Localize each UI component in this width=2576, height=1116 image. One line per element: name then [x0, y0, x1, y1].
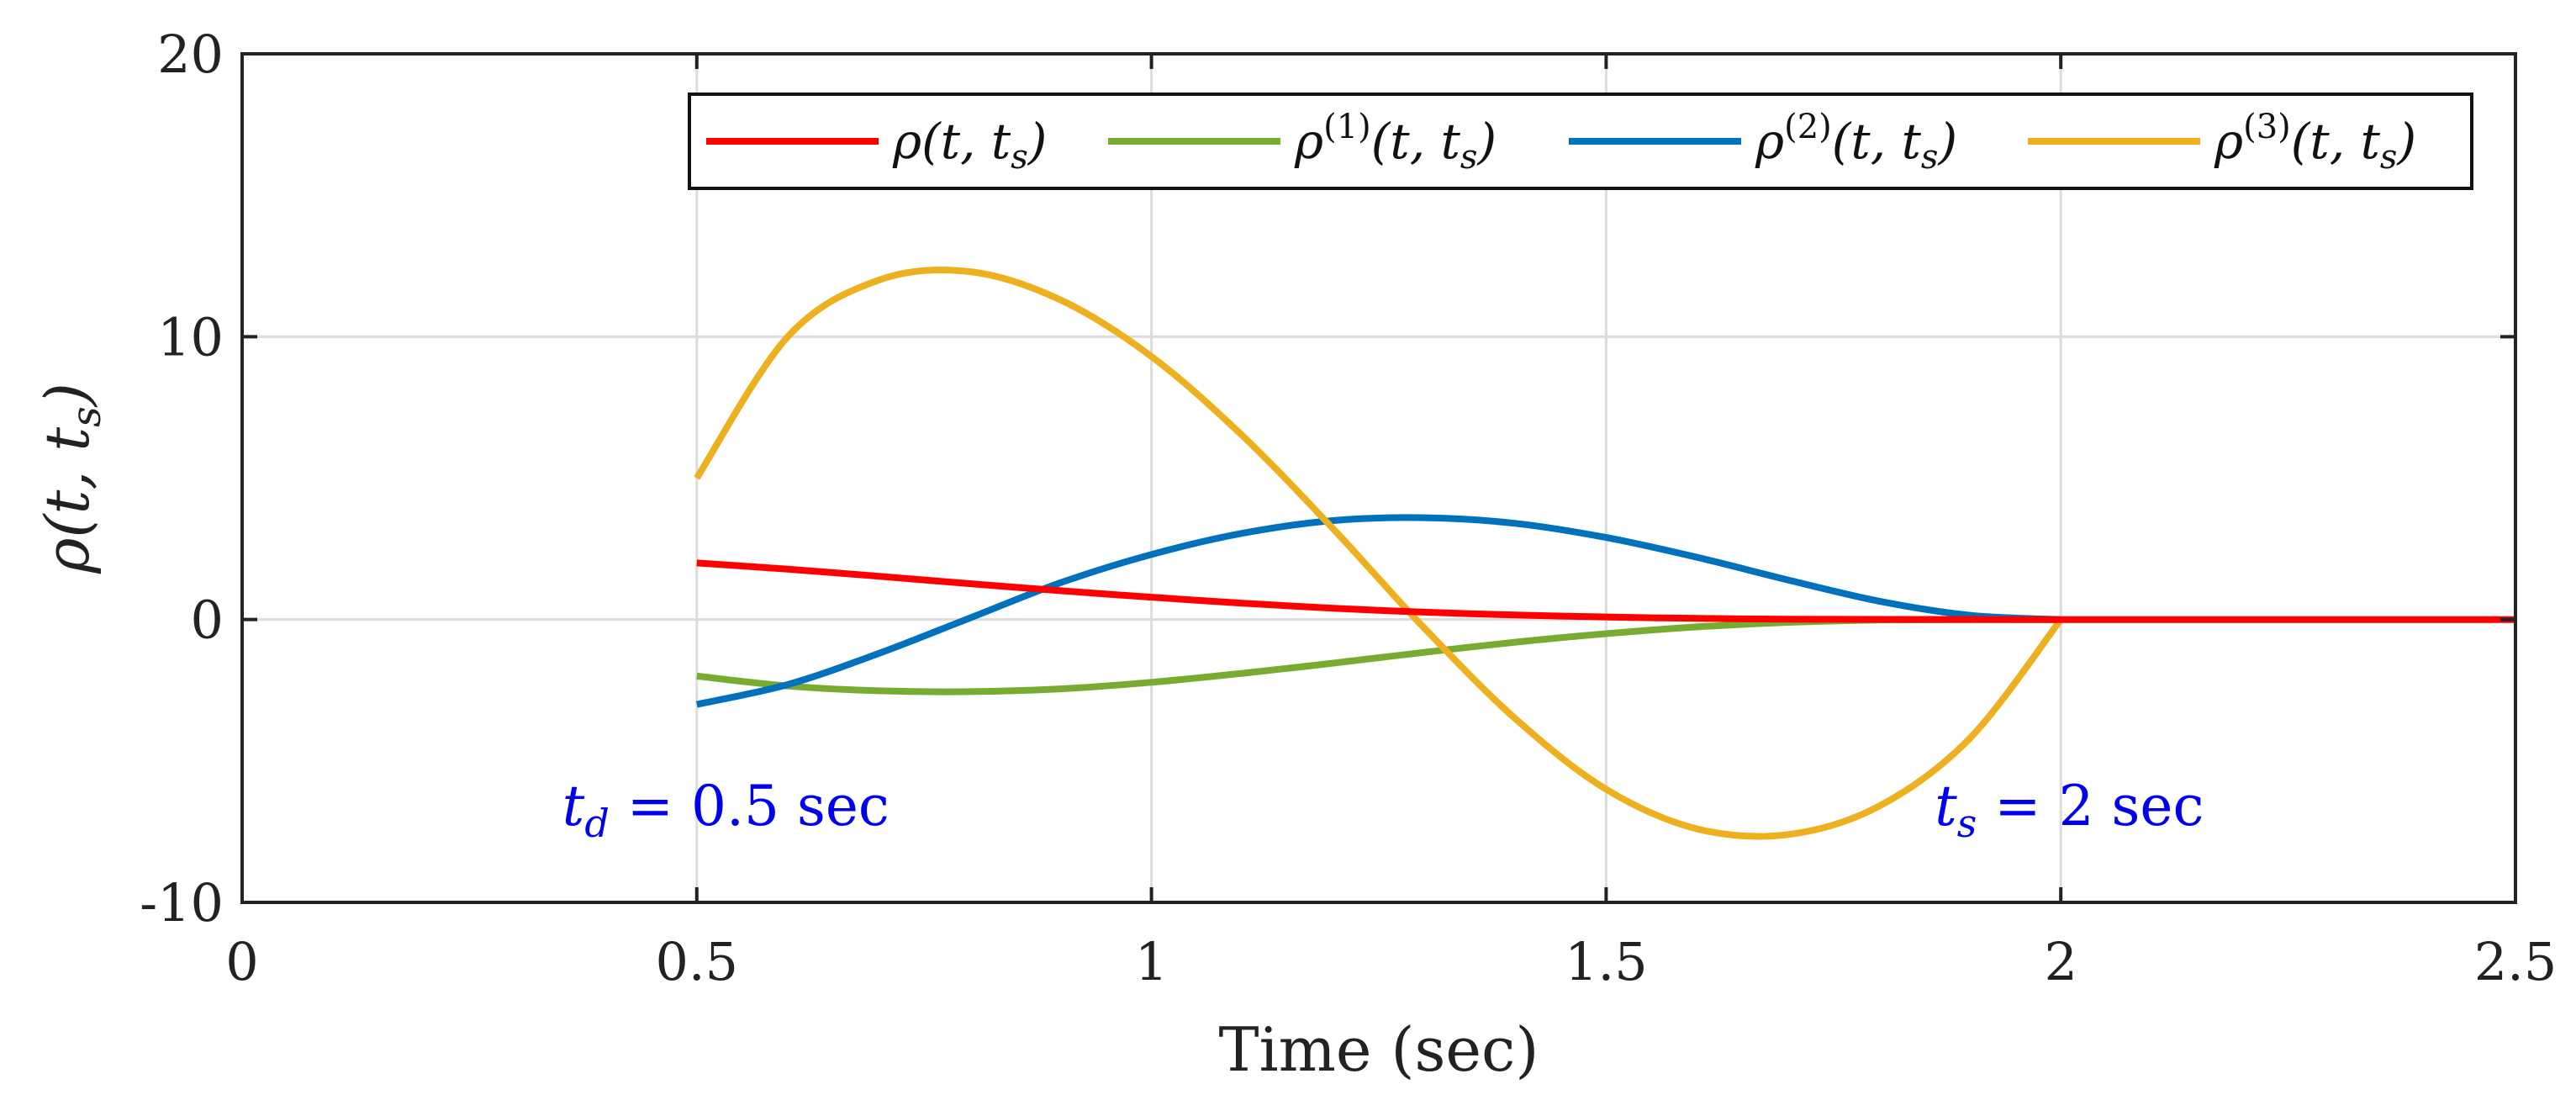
legend: ρ(t, ts) ρ(1)(t, ts) ρ(2)(t, ts) ρ(3)(t, ts…	[688, 93, 2473, 190]
y-tick-label: 0	[191, 590, 224, 651]
y-tick-label: -10	[140, 872, 224, 934]
plot-frame	[240, 52, 2517, 904]
series-line-2	[695, 514, 2061, 708]
series-group	[694, 267, 2515, 840]
annotation-d: td = 0.5 sec	[562, 774, 889, 846]
series-line-3	[694, 267, 2064, 840]
x-tick-label: 2	[2044, 931, 2077, 992]
x-tick-label: 2.5	[2474, 931, 2558, 992]
x-tick-label: 1	[1135, 931, 1168, 992]
series-line-0	[696, 559, 2515, 623]
annotations: td = 0.5 sec ts = 2 sec	[562, 774, 2204, 846]
annotation-s: ts = 2 sec	[1935, 774, 2204, 846]
legend-label: ρ(1)(t, ts)	[1294, 108, 1497, 177]
x-tick-label: 0.5	[655, 931, 738, 992]
x-axis-title: Time (sec)	[1219, 1014, 1539, 1085]
y-tick-label: 20	[157, 24, 224, 85]
x-tick-label: 0	[225, 931, 258, 992]
x-tick-label: 1.5	[1565, 931, 1648, 992]
y-tick-label: 10	[157, 306, 224, 368]
tick-marks	[240, 52, 2517, 904]
